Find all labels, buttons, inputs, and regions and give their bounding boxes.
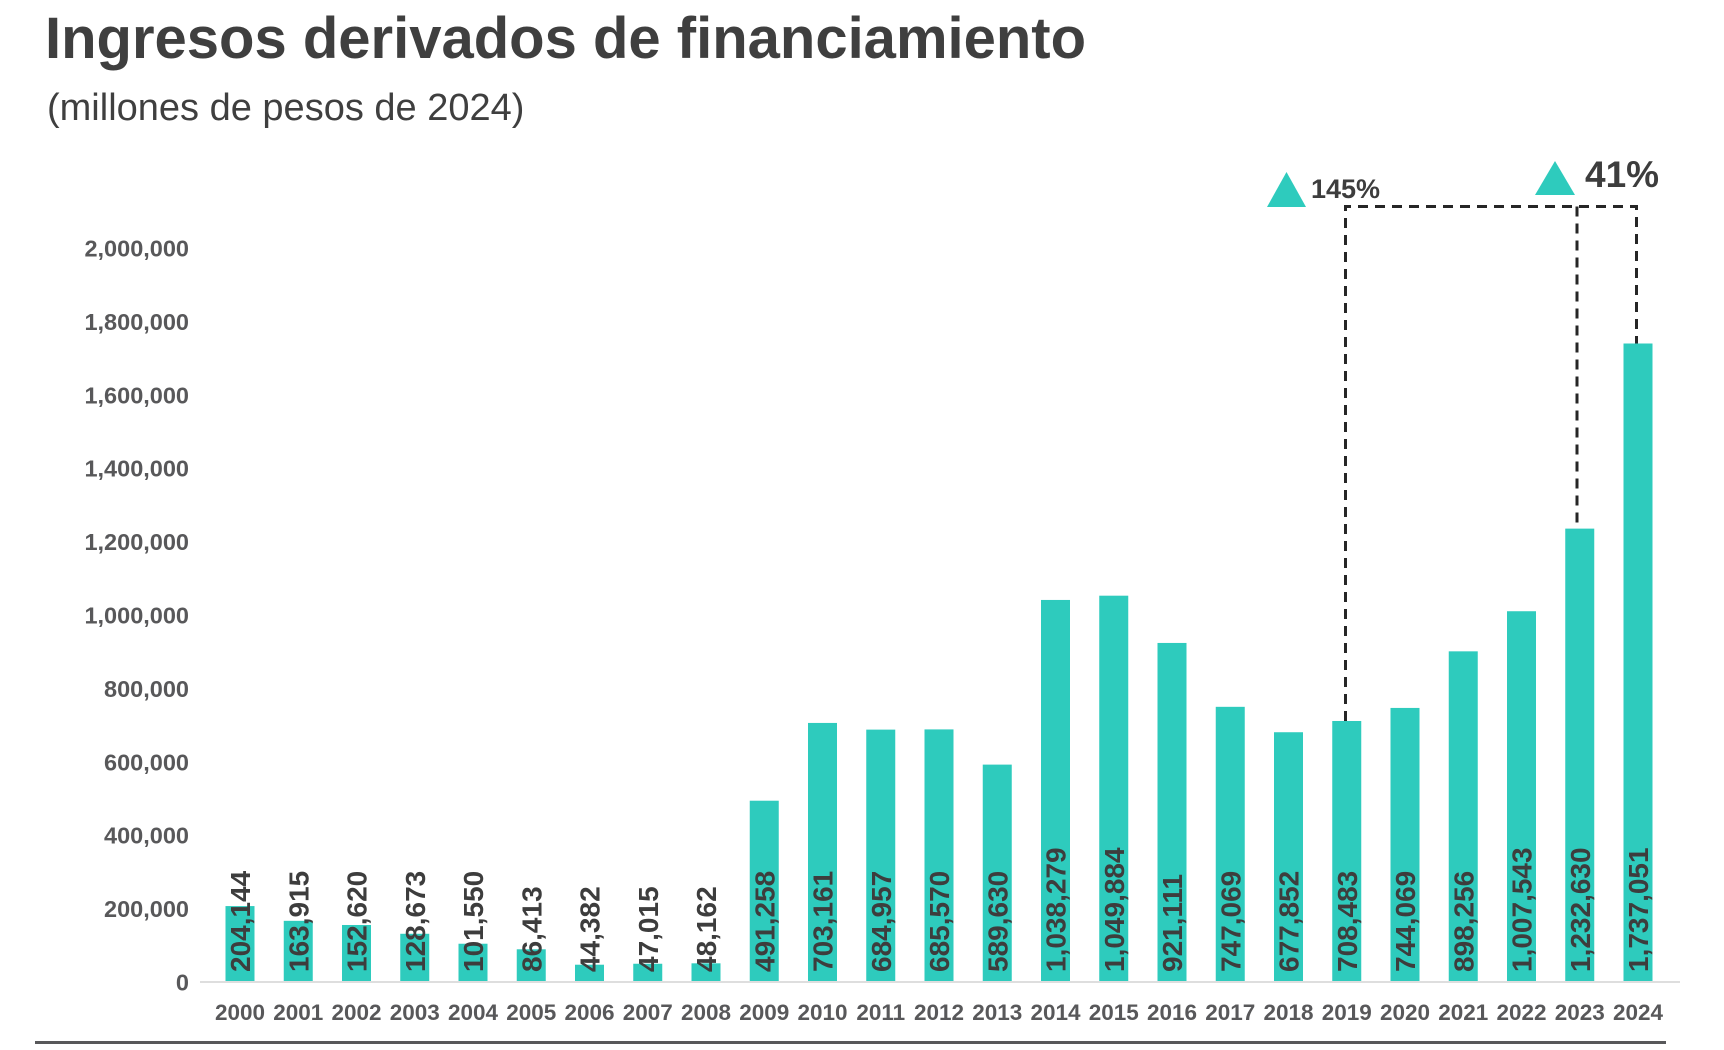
svg-text:2012: 2012 [914,1000,964,1025]
svg-text:2010: 2010 [797,1000,847,1025]
svg-text:1,038,279: 1,038,279 [1041,847,1072,972]
svg-text:2,000,000: 2,000,000 [84,236,189,262]
svg-text:0: 0 [176,970,189,996]
svg-text:48,162: 48,162 [691,886,722,972]
svg-text:41%: 41% [1585,154,1659,195]
svg-text:2006: 2006 [564,1000,614,1025]
svg-text:2024: 2024 [1613,1000,1664,1025]
svg-text:1,232,630: 1,232,630 [1565,847,1596,972]
svg-text:800,000: 800,000 [104,676,189,702]
svg-text:204,144: 204,144 [225,870,256,972]
svg-text:2002: 2002 [331,1000,381,1025]
svg-text:1,049,884: 1,049,884 [1099,847,1130,972]
svg-text:708,483: 708,483 [1332,871,1363,972]
svg-text:1,600,000: 1,600,000 [84,382,189,408]
svg-text:163,915: 163,915 [283,871,314,972]
svg-text:2018: 2018 [1263,1000,1313,1025]
svg-text:400,000: 400,000 [104,823,189,849]
svg-text:677,852: 677,852 [1274,871,1305,972]
svg-text:2021: 2021 [1438,1000,1488,1025]
svg-text:600,000: 600,000 [104,749,189,775]
svg-text:1,200,000: 1,200,000 [84,529,189,555]
svg-text:491,258: 491,258 [749,871,780,972]
svg-text:152,620: 152,620 [342,871,373,972]
svg-text:Ingresos derivados de financia: Ingresos derivados de financiamiento [45,6,1086,71]
svg-text:685,570: 685,570 [924,871,955,972]
svg-text:589,630: 589,630 [982,871,1013,972]
svg-text:2005: 2005 [506,1000,556,1025]
svg-text:921,111: 921,111 [1157,874,1188,972]
svg-text:898,256: 898,256 [1448,871,1479,972]
svg-text:2001: 2001 [273,1000,323,1025]
svg-text:2015: 2015 [1089,1000,1139,1025]
svg-text:2007: 2007 [623,1000,673,1025]
svg-text:47,015: 47,015 [633,886,664,972]
svg-text:2013: 2013 [972,1000,1022,1025]
svg-text:2014: 2014 [1030,1000,1081,1025]
svg-text:1,737,051: 1,737,051 [1623,847,1654,972]
svg-text:2016: 2016 [1147,1000,1197,1025]
svg-text:2017: 2017 [1205,1000,1255,1025]
svg-text:747,069: 747,069 [1215,871,1246,972]
svg-text:128,673: 128,673 [400,871,431,972]
svg-text:684,957: 684,957 [866,871,897,972]
svg-text:200,000: 200,000 [104,896,189,922]
svg-text:145%: 145% [1311,174,1380,204]
svg-text:2003: 2003 [390,1000,440,1025]
svg-text:2020: 2020 [1380,1000,1430,1025]
svg-text:(millones de pesos de 2024): (millones de pesos de 2024) [47,87,524,129]
svg-text:1,007,543: 1,007,543 [1507,847,1538,972]
svg-text:703,161: 703,161 [808,871,839,972]
svg-text:2000: 2000 [215,1000,265,1025]
svg-text:2019: 2019 [1322,1000,1372,1025]
svg-text:101,550: 101,550 [458,871,489,972]
svg-text:1,800,000: 1,800,000 [84,309,189,335]
svg-text:1,400,000: 1,400,000 [84,456,189,482]
svg-text:2023: 2023 [1555,1000,1605,1025]
svg-text:2022: 2022 [1496,1000,1546,1025]
svg-text:744,069: 744,069 [1390,871,1421,972]
svg-text:86,413: 86,413 [516,886,547,972]
svg-text:44,382: 44,382 [575,886,606,972]
svg-text:2004: 2004 [448,1000,499,1025]
svg-text:2009: 2009 [739,1000,789,1025]
svg-text:2011: 2011 [856,1000,905,1025]
svg-text:2008: 2008 [681,1000,731,1025]
svg-text:1,000,000: 1,000,000 [84,603,189,629]
